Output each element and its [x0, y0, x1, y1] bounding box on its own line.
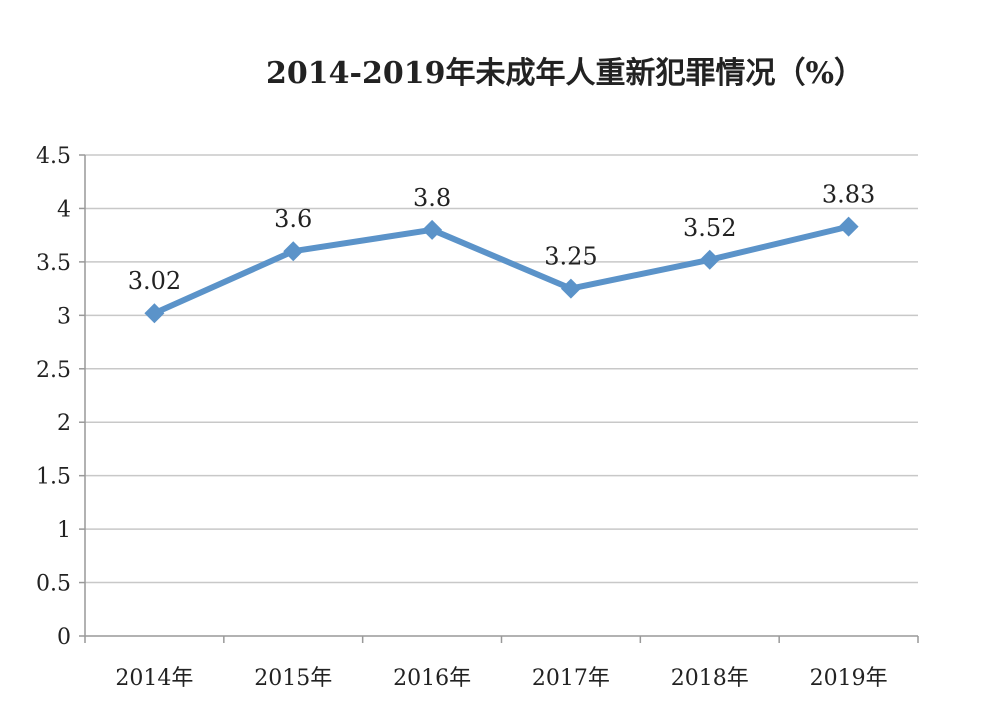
gridlines [85, 154, 918, 584]
data-point [838, 216, 859, 237]
x-tick-labels: 2014年 2015年 2016年 2017年 2018年 2019年 [115, 666, 887, 691]
data-point [560, 278, 581, 299]
data-label: 3.8 [413, 184, 451, 212]
y-tick-label: 0.5 [36, 572, 71, 597]
series-line [151, 223, 852, 317]
x-tick-label: 2017年 [532, 666, 610, 691]
x-tick-label: 2014年 [115, 666, 193, 691]
data-label: 3.52 [683, 214, 736, 242]
data-label: 3.02 [128, 267, 181, 295]
y-tick-labels: 0 0.5 1 1.5 2 2.5 3 3.5 4 4.5 [36, 144, 71, 650]
data-labels: 3.02 3.6 3.8 3.25 3.52 3.83 [128, 181, 876, 296]
y-tick-label: 4.5 [36, 144, 71, 169]
x-tick-label: 2015年 [254, 666, 332, 691]
x-tick-label: 2019年 [810, 666, 888, 691]
y-tick-label: 0 [57, 625, 71, 650]
y-tick-label: 4 [57, 197, 71, 222]
y-tick-label: 3.5 [36, 251, 71, 276]
data-point [144, 303, 165, 324]
x-tick-label: 2018年 [671, 666, 749, 691]
data-label: 3.6 [274, 205, 312, 233]
series [144, 216, 859, 324]
chart-title: 2014-2019年未成年人重新犯罪情况（%） [266, 56, 864, 91]
data-point [283, 241, 304, 262]
data-label: 3.25 [544, 243, 597, 271]
y-tick-label: 1 [57, 518, 71, 543]
y-tick-label: 3 [57, 304, 71, 329]
axes [79, 154, 919, 643]
y-tick-label: 1.5 [36, 465, 71, 490]
y-tick-label: 2.5 [36, 358, 71, 383]
data-point [699, 249, 720, 270]
y-tick-label: 2 [57, 411, 71, 436]
data-label: 3.83 [822, 181, 875, 209]
data-point [422, 219, 443, 240]
x-tick-label: 2016年 [393, 666, 471, 691]
